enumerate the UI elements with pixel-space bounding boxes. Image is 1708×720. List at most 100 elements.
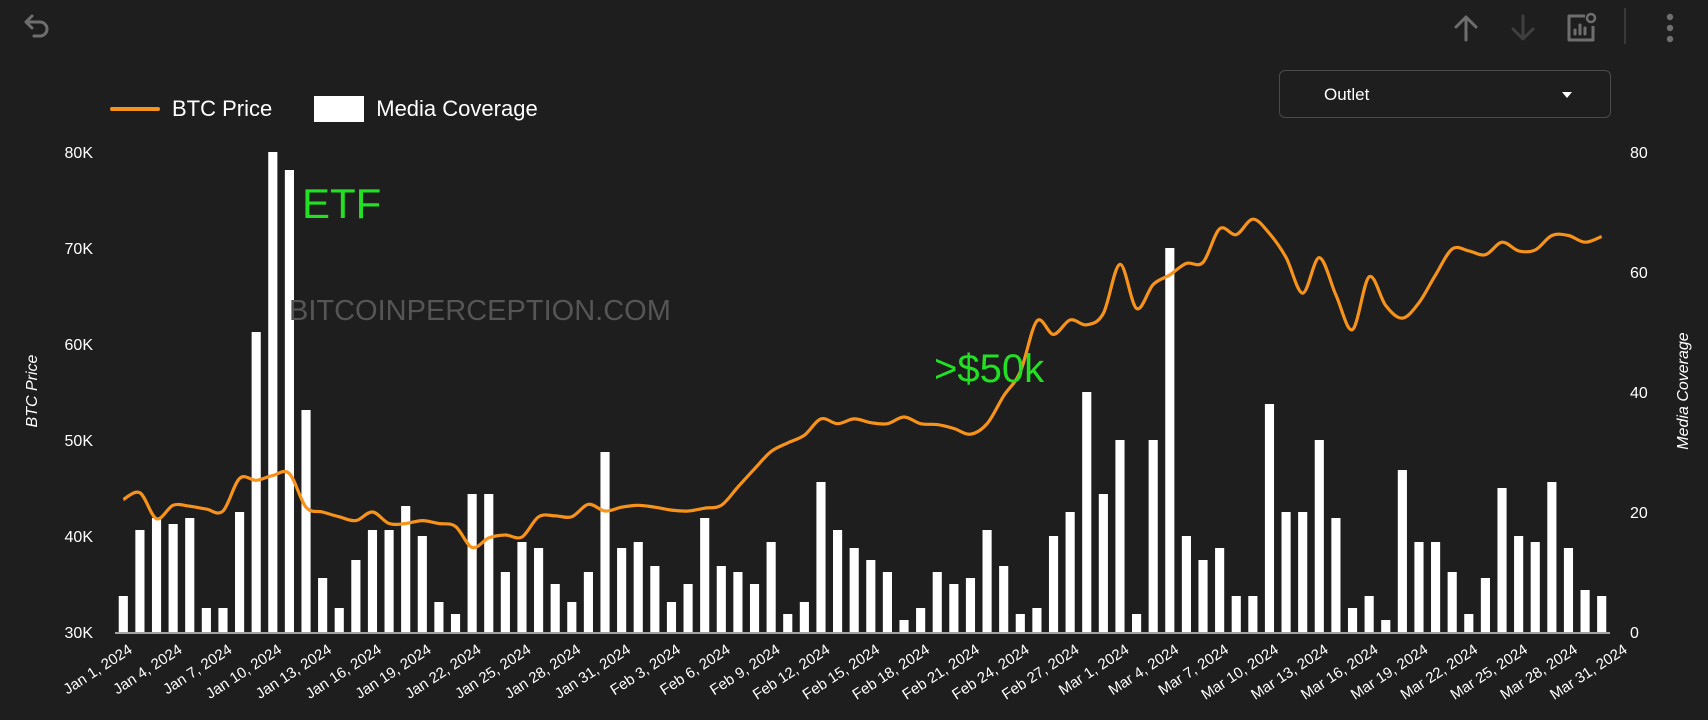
bar-media-coverage[interactable] [1115, 440, 1125, 632]
bar-media-coverage[interactable] [1547, 482, 1557, 632]
bar-media-coverage[interactable] [268, 152, 278, 632]
bar-media-coverage[interactable] [1563, 548, 1574, 632]
bar-media-coverage[interactable] [882, 572, 892, 632]
bar-media-coverage[interactable] [1148, 440, 1158, 632]
bar-media-coverage[interactable] [334, 608, 344, 632]
bar-media-coverage[interactable] [633, 542, 643, 632]
bar-media-coverage[interactable] [1248, 596, 1258, 632]
bar-media-coverage[interactable] [583, 572, 593, 632]
bar-media-coverage[interactable] [1397, 470, 1407, 632]
bar-media-coverage[interactable] [650, 566, 660, 632]
bar-media-coverage[interactable] [301, 410, 311, 632]
bar-media-coverage[interactable] [1464, 614, 1474, 632]
bar-media-coverage[interactable] [999, 566, 1009, 632]
bar-media-coverage[interactable] [367, 530, 378, 632]
bar-media-coverage[interactable] [318, 578, 328, 632]
chart-settings-button[interactable] [1561, 8, 1601, 48]
bar-media-coverage[interactable] [550, 584, 560, 632]
legend-item-btc-price[interactable]: BTC Price [110, 96, 272, 122]
legend-item-media-coverage[interactable]: Media Coverage [314, 96, 538, 122]
bar-media-coverage[interactable] [534, 548, 544, 632]
bar-media-coverage[interactable] [1231, 596, 1241, 632]
bar-media-coverage[interactable] [716, 566, 726, 632]
bar-media-coverage[interactable] [185, 518, 195, 632]
bar-media-coverage[interactable] [1514, 536, 1524, 632]
bar-media-coverage[interactable] [401, 506, 411, 632]
bar-media-coverage[interactable] [1015, 614, 1025, 632]
bar-media-coverage[interactable] [1364, 596, 1374, 632]
bar-media-coverage[interactable] [567, 602, 577, 632]
bar-media-coverage[interactable] [1098, 494, 1108, 632]
bar-media-coverage[interactable] [733, 572, 743, 632]
bar-media-coverage[interactable] [1032, 608, 1042, 632]
bar-media-coverage[interactable] [434, 602, 444, 632]
bar-media-coverage[interactable] [982, 530, 992, 632]
more-options-button[interactable] [1650, 8, 1690, 48]
bar-media-coverage[interactable] [1198, 560, 1208, 632]
bar-media-coverage[interactable] [600, 452, 610, 632]
bar-media-coverage[interactable] [949, 584, 959, 632]
bar-media-coverage[interactable] [1530, 542, 1540, 632]
outlet-dropdown[interactable]: Outlet [1279, 70, 1611, 118]
bar-media-coverage[interactable] [168, 524, 178, 632]
bar-media-coverage[interactable] [916, 608, 926, 632]
bar-media-coverage[interactable] [932, 572, 942, 632]
bar-media-coverage[interactable] [1082, 392, 1092, 632]
bar-media-coverage[interactable] [816, 482, 826, 632]
bar-media-coverage[interactable] [866, 560, 876, 632]
bar-media-coverage[interactable] [1298, 512, 1308, 632]
bar-media-coverage[interactable] [1497, 488, 1507, 632]
bar-media-coverage[interactable] [1281, 512, 1291, 632]
bar-media-coverage[interactable] [201, 608, 211, 632]
bar-media-coverage[interactable] [1480, 578, 1490, 632]
bar-media-coverage[interactable] [1347, 608, 1358, 632]
bar-media-coverage[interactable] [1447, 572, 1457, 632]
bar-media-coverage[interactable] [384, 530, 394, 632]
bar-media-coverage[interactable] [1065, 512, 1075, 632]
bar-media-coverage[interactable] [1264, 404, 1275, 632]
bar-media-coverage[interactable] [1331, 518, 1341, 632]
bar-media-coverage[interactable] [749, 584, 760, 632]
bar-media-coverage[interactable] [1132, 614, 1142, 632]
bar-media-coverage[interactable] [1414, 542, 1424, 632]
bar-media-coverage[interactable] [700, 518, 710, 632]
move-up-button[interactable] [1446, 8, 1486, 48]
bar-media-coverage[interactable] [799, 602, 809, 632]
bar-media-coverage[interactable] [617, 548, 627, 632]
bar-media-coverage[interactable] [135, 530, 145, 632]
bar-media-coverage[interactable] [849, 548, 859, 632]
bar-media-coverage[interactable] [351, 560, 361, 632]
bar-media-coverage[interactable] [151, 518, 162, 632]
bar-media-coverage[interactable] [1048, 536, 1059, 632]
bar-media-coverage[interactable] [500, 572, 510, 632]
bar-media-coverage[interactable] [450, 614, 461, 632]
bar-media-coverage[interactable] [1580, 590, 1590, 632]
bar-media-coverage[interactable] [683, 584, 693, 632]
bar-media-coverage[interactable] [666, 602, 677, 632]
y-tick-label-left: 70K [65, 241, 94, 258]
bar-media-coverage[interactable] [1597, 596, 1607, 632]
bar-media-coverage[interactable] [118, 596, 128, 632]
bar-media-coverage[interactable] [833, 530, 843, 632]
bar-media-coverage[interactable] [1381, 620, 1391, 632]
bar-media-coverage[interactable] [251, 332, 261, 632]
bar-media-coverage[interactable] [517, 542, 527, 632]
bar-media-coverage[interactable] [417, 536, 427, 632]
bar-media-coverage[interactable] [467, 494, 477, 632]
bar-media-coverage[interactable] [284, 170, 294, 632]
bar-media-coverage[interactable] [766, 542, 776, 632]
bar-media-coverage[interactable] [899, 620, 909, 632]
bar-media-coverage[interactable] [1314, 440, 1324, 632]
bar-media-coverage[interactable] [218, 608, 228, 632]
undo-button[interactable] [16, 6, 56, 46]
bar-media-coverage[interactable] [1215, 548, 1225, 632]
bar-media-coverage[interactable] [1165, 248, 1175, 632]
bar-media-coverage[interactable] [1181, 536, 1191, 632]
bar-media-coverage[interactable] [783, 614, 793, 632]
series-line-btc-price[interactable] [122, 217, 1603, 550]
bar-media-coverage[interactable] [965, 578, 976, 632]
bar-media-coverage[interactable] [484, 494, 494, 632]
bar-media-coverage[interactable] [235, 512, 245, 632]
move-down-button[interactable] [1503, 8, 1543, 48]
bar-media-coverage[interactable] [1431, 542, 1441, 632]
